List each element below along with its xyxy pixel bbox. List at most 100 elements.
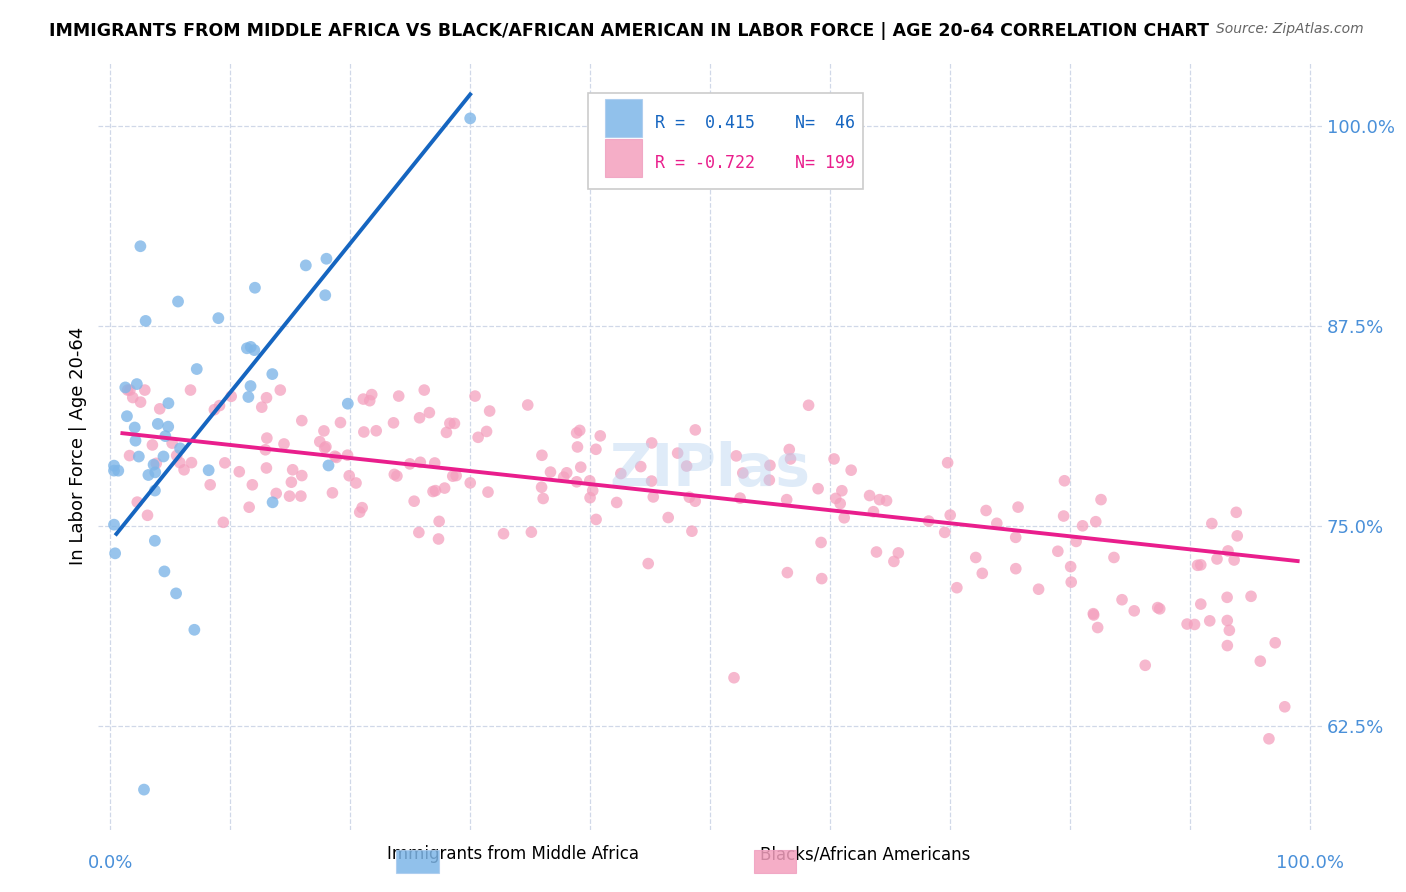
- Point: [118, 449, 141, 463]
- Point: [353, 425, 375, 439]
- Point: [830, 497, 852, 511]
- Point: [810, 535, 832, 549]
- Point: [797, 398, 820, 412]
- Point: [965, 550, 987, 565]
- Point: [972, 566, 994, 581]
- Point: [336, 397, 359, 411]
- Text: ZIPlas: ZIPlas: [610, 441, 810, 498]
- Point: [776, 492, 799, 507]
- Point: [236, 341, 259, 355]
- Text: R =  0.415    N=  46: R = 0.415 N= 46: [655, 114, 855, 132]
- Point: [1223, 553, 1246, 567]
- Point: [127, 495, 149, 509]
- Point: [143, 466, 166, 480]
- Point: [683, 494, 706, 508]
- Point: [125, 377, 148, 392]
- Point: [136, 508, 159, 523]
- Point: [290, 489, 312, 503]
- Point: [202, 402, 225, 417]
- Point: [1184, 617, 1206, 632]
- Point: [135, 314, 157, 328]
- Point: [582, 483, 605, 498]
- Point: [1206, 552, 1229, 566]
- Point: [569, 460, 592, 475]
- Point: [183, 623, 205, 637]
- Point: [142, 458, 165, 472]
- Point: [530, 448, 553, 462]
- Text: Immigrants from Middle Africa: Immigrants from Middle Africa: [387, 846, 640, 863]
- Point: [103, 517, 125, 532]
- Point: [666, 446, 689, 460]
- Point: [115, 409, 138, 424]
- Point: [531, 491, 554, 506]
- Point: [323, 450, 346, 464]
- Point: [832, 511, 855, 525]
- Point: [312, 424, 335, 438]
- Point: [207, 311, 229, 326]
- Point: [238, 390, 260, 404]
- Point: [831, 483, 853, 498]
- Point: [758, 473, 780, 487]
- Point: [876, 493, 898, 508]
- Point: [1083, 607, 1105, 622]
- Point: [1004, 530, 1026, 544]
- Point: [458, 112, 481, 126]
- Point: [986, 516, 1008, 531]
- Point: [398, 457, 420, 471]
- Point: [585, 512, 607, 526]
- Point: [143, 483, 166, 498]
- Point: [243, 281, 266, 295]
- Point: [565, 475, 588, 489]
- Point: [250, 400, 273, 414]
- Point: [578, 474, 600, 488]
- Point: [1189, 597, 1212, 611]
- Point: [643, 490, 665, 504]
- Point: [565, 425, 588, 440]
- Point: [425, 483, 447, 498]
- Point: [1201, 516, 1223, 531]
- Y-axis label: In Labor Force | Age 20-64: In Labor Force | Age 20-64: [69, 326, 87, 566]
- Point: [936, 456, 959, 470]
- Point: [103, 458, 125, 473]
- Point: [1084, 515, 1107, 529]
- Point: [858, 489, 880, 503]
- Text: 0.0%: 0.0%: [87, 854, 134, 871]
- FancyBboxPatch shape: [588, 93, 863, 189]
- Point: [567, 440, 589, 454]
- Point: [107, 464, 129, 478]
- Point: [173, 463, 195, 477]
- Point: [1274, 699, 1296, 714]
- Point: [1240, 590, 1263, 604]
- Point: [239, 340, 262, 354]
- Point: [117, 383, 139, 397]
- Point: [1249, 654, 1271, 668]
- Point: [214, 456, 236, 470]
- Point: [1258, 731, 1281, 746]
- Point: [865, 545, 887, 559]
- Point: [315, 440, 337, 454]
- Point: [321, 486, 343, 500]
- Point: [520, 525, 543, 540]
- Point: [264, 486, 287, 500]
- Point: [436, 425, 458, 440]
- Point: [295, 259, 318, 273]
- Point: [824, 491, 846, 506]
- Point: [262, 495, 284, 509]
- Point: [731, 466, 754, 480]
- Point: [269, 383, 291, 397]
- Text: IMMIGRANTS FROM MIDDLE AFRICA VS BLACK/AFRICAN AMERICAN IN LABOR FORCE | AGE 20-: IMMIGRANTS FROM MIDDLE AFRICA VS BLACK/A…: [49, 22, 1209, 40]
- Point: [413, 383, 436, 397]
- Point: [540, 465, 562, 479]
- Point: [1071, 518, 1094, 533]
- Point: [678, 490, 700, 504]
- Point: [153, 565, 176, 579]
- Point: [1007, 500, 1029, 515]
- Point: [637, 557, 659, 571]
- Point: [423, 456, 446, 470]
- Point: [280, 475, 302, 490]
- Point: [308, 434, 330, 449]
- Point: [807, 482, 830, 496]
- FancyBboxPatch shape: [605, 99, 641, 137]
- Point: [273, 437, 295, 451]
- Point: [883, 554, 905, 568]
